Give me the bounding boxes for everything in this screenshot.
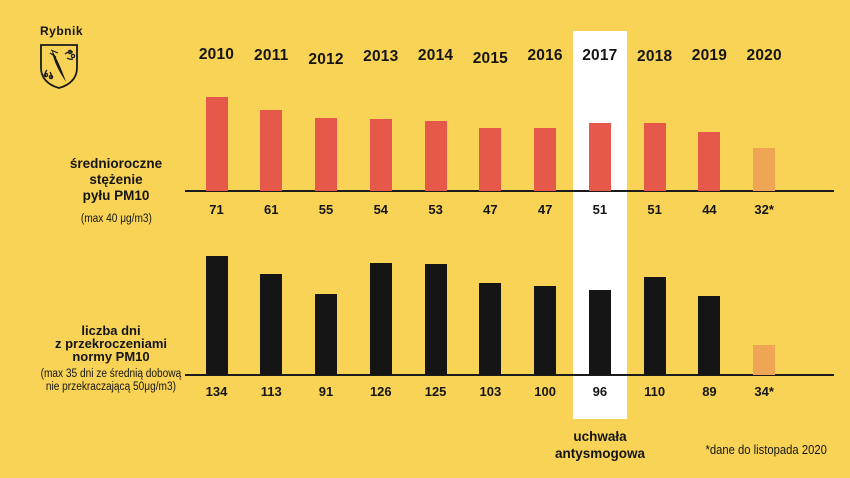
bar-bottom-2010 <box>205 256 228 375</box>
bar-bottom-2020 <box>753 345 776 375</box>
year-label-2019: 2019 <box>691 47 728 64</box>
year-label-2020: 2020 <box>746 47 782 64</box>
bar-bottom-2016 <box>534 286 557 375</box>
year-label-2012: 2012 <box>308 51 344 68</box>
bottom-chart-label-line: normy PM10 <box>72 349 150 364</box>
year-label-2011: 2011 <box>254 47 289 64</box>
value-label-bottom-2016: 100 <box>534 384 556 399</box>
value-label-bottom-2017: 96 <box>592 384 608 399</box>
bar-bottom-2011 <box>260 274 283 375</box>
value-label-bottom-2019: 89 <box>702 384 717 399</box>
value-label-bottom-2010: 134 <box>205 384 228 399</box>
top-chart-sublabel: (max 40 μg/m3) <box>80 213 152 225</box>
year-label-2018: 2018 <box>637 48 673 65</box>
top-chart-label-line: średnioroczne <box>69 156 163 171</box>
value-label-top-2016: 47 <box>537 202 553 217</box>
value-label-bottom-2018: 110 <box>644 384 666 399</box>
data-footnote: *dane do listopada 2020 <box>705 443 827 457</box>
year-label-2014: 2014 <box>417 47 454 64</box>
bar-top-2020 <box>753 148 776 191</box>
bottom-chart-label: liczba dni z przekroczeniami normy PM10 … <box>25 324 197 395</box>
value-label-top-2012: 55 <box>318 202 334 217</box>
value-label-top-2018: 51 <box>647 202 662 217</box>
bar-bottom-2019 <box>698 296 721 375</box>
value-label-top-2020: 32* <box>754 202 774 217</box>
value-label-bottom-2014: 125 <box>424 384 447 399</box>
bar-bottom-2015 <box>479 283 502 375</box>
value-label-top-2010: 71 <box>209 202 224 217</box>
top-chart-axis <box>185 190 834 192</box>
anti-smog-resolution-annotation: uchwała antysmogowa <box>554 429 646 461</box>
bar-top-2010 <box>205 97 228 191</box>
bar-bottom-2017 <box>588 290 611 375</box>
value-label-bottom-2011: 113 <box>260 384 282 399</box>
value-label-top-2017: 51 <box>592 202 608 217</box>
bar-top-2014 <box>424 121 447 191</box>
bottom-chart-label-line: z przekroczeniami <box>55 336 167 351</box>
year-label-2017: 2017 <box>582 47 618 64</box>
year-label-2016: 2016 <box>527 47 563 64</box>
bar-bottom-2012 <box>315 294 338 375</box>
bar-top-2016 <box>534 128 557 191</box>
top-chart-label-line: pyłu PM10 <box>82 188 150 203</box>
bar-top-2019 <box>698 132 721 191</box>
value-label-bottom-2013: 126 <box>369 384 392 399</box>
bar-bottom-2013 <box>369 263 392 375</box>
bar-top-2013 <box>369 119 392 191</box>
bar-top-2011 <box>260 110 283 191</box>
value-label-bottom-2020: 34* <box>754 384 774 399</box>
bar-bottom-2014 <box>424 264 447 375</box>
year-label-2013: 2013 <box>363 48 399 65</box>
city-logo-name: Rybnik <box>40 24 84 38</box>
bar-bottom-2018 <box>643 277 666 375</box>
rybnik-coat-of-arms-icon <box>40 44 78 89</box>
value-label-top-2015: 47 <box>483 202 498 217</box>
year-label-2010: 2010 <box>198 46 235 63</box>
value-label-top-2011: 61 <box>264 202 279 217</box>
value-label-top-2014: 53 <box>428 202 443 217</box>
year-label-2015: 2015 <box>472 50 508 67</box>
top-chart-label-line: stężenie <box>89 172 143 187</box>
value-label-top-2013: 54 <box>373 202 389 217</box>
value-label-bottom-2012: 91 <box>318 384 334 399</box>
bottom-chart-label-line: liczba dni <box>81 323 141 338</box>
top-chart-label: średnioroczne stężenie pyłu PM10 (max 40… <box>30 156 202 227</box>
bar-top-2015 <box>479 128 502 191</box>
value-label-top-2019: 44 <box>702 202 717 217</box>
bar-top-2018 <box>643 123 666 191</box>
bottom-chart-sublabel: (max 35 dni ze średnią dobową nie przekra… <box>40 368 182 393</box>
bar-top-2017 <box>588 123 611 191</box>
bottom-chart-axis <box>185 374 834 376</box>
value-label-bottom-2015: 103 <box>479 384 502 399</box>
bar-top-2012 <box>315 118 338 191</box>
